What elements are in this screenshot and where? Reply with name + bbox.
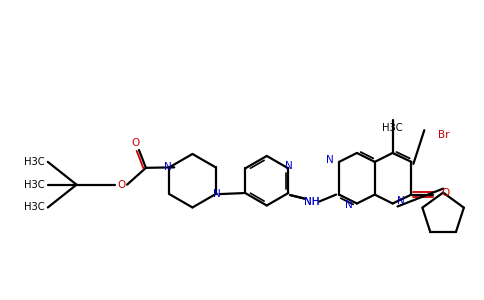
Text: H3C: H3C bbox=[382, 123, 403, 133]
Text: N: N bbox=[326, 155, 334, 165]
Text: NH: NH bbox=[303, 196, 319, 206]
Text: NH: NH bbox=[303, 196, 319, 206]
Text: H3C: H3C bbox=[24, 157, 44, 167]
Text: N: N bbox=[165, 162, 172, 172]
Text: N: N bbox=[396, 196, 404, 206]
Text: N: N bbox=[345, 200, 353, 211]
Text: Br: Br bbox=[438, 130, 450, 140]
Text: O: O bbox=[117, 180, 125, 190]
Text: O: O bbox=[132, 138, 140, 148]
Text: H3C: H3C bbox=[24, 180, 44, 190]
Text: H3C: H3C bbox=[24, 202, 44, 212]
Text: O: O bbox=[441, 188, 449, 198]
Text: N: N bbox=[213, 189, 221, 199]
Text: N: N bbox=[286, 161, 293, 171]
